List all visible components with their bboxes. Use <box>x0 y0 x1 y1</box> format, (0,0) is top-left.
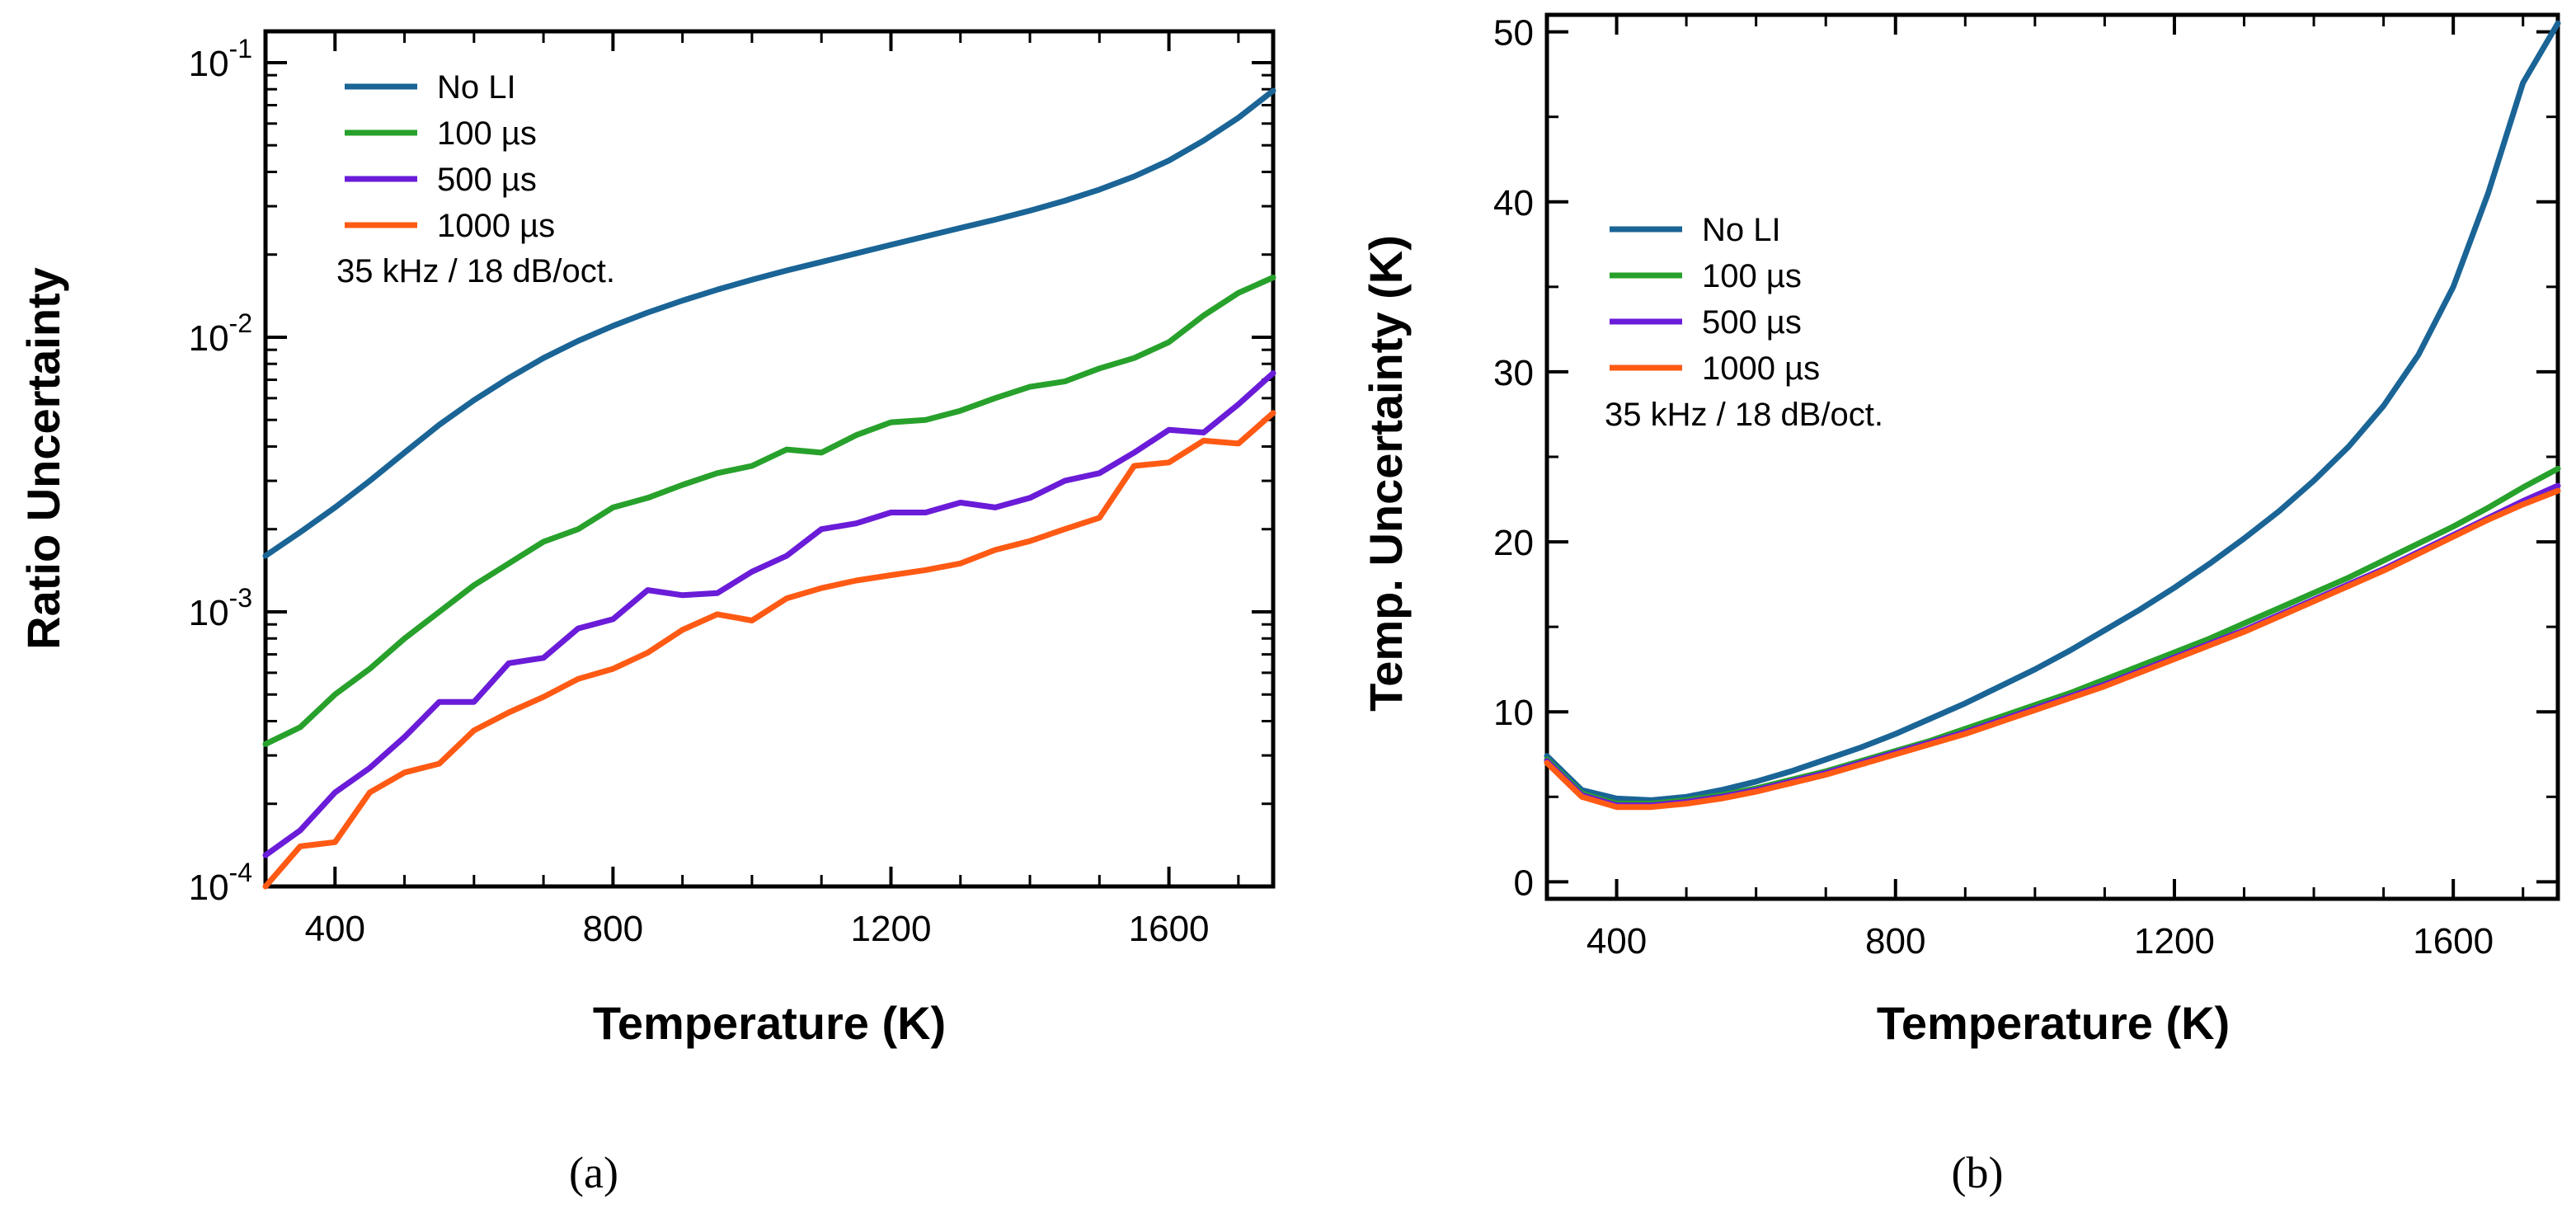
annotation-a: 35 kHz / 18 dB/oct. <box>336 253 615 289</box>
ticks-a: 400 800 1200 1600 10-4 10-3 10-2 10-1 <box>189 31 1273 949</box>
series-line-us100 <box>1544 465 2561 807</box>
legend-label-us1000: 1000 µs <box>437 208 555 244</box>
legend-label-no_li: No LI <box>437 69 516 106</box>
y-tick-label: 10-4 <box>189 858 252 908</box>
y-tick-label: 10-3 <box>189 583 252 633</box>
x-tick-label: 1200 <box>2134 921 2215 961</box>
legend-label-no_li: No LI <box>1702 212 1781 248</box>
legend-label-us100: 100 µs <box>437 115 537 152</box>
series-b <box>1544 20 2561 811</box>
plot-area-a <box>263 29 1276 889</box>
y-tick-label: 0 <box>1514 863 1534 903</box>
series-line-us1000 <box>262 410 1276 890</box>
y-tick-label: 10-1 <box>189 34 252 84</box>
annotation-b: 35 kHz / 18 dB/oct. <box>1605 397 1883 433</box>
x-tick-label: 1600 <box>2413 921 2494 961</box>
legend-label-us1000: 1000 µs <box>1702 350 1820 387</box>
series-line-us500 <box>262 370 1276 858</box>
series-line-no_li <box>1544 20 2561 803</box>
legend-label-us500: 500 µs <box>437 162 537 198</box>
legend-label-us100: 100 µs <box>1702 258 1802 294</box>
y-tick-label: 10 <box>1493 693 1534 733</box>
x-tick-label: 1600 <box>1129 909 1210 949</box>
plot-area-b <box>1544 12 2560 901</box>
y-axis-title-b: Temp. Uncertainty (K) <box>1360 235 1412 712</box>
series-line-us100 <box>262 275 1276 747</box>
legend-label-us500: 500 µs <box>1702 304 1802 341</box>
y-tick-label: 50 <box>1493 13 1534 54</box>
x-tick-label: 1200 <box>851 909 932 949</box>
y-tick-label: 40 <box>1493 183 1534 223</box>
panel-b: 400 800 1200 1600 0 10 20 30 40 50 No LI 100 µs 500… <box>1360 12 2561 1197</box>
y-tick-label: 20 <box>1493 523 1534 563</box>
x-tick-label: 800 <box>1865 921 1925 961</box>
y-tick-label: 10-2 <box>189 308 252 359</box>
series-line-no_li <box>262 87 1276 559</box>
ticks-b: 400 800 1200 1600 0 10 20 30 40 50 <box>1493 13 2558 961</box>
x-tick-label: 800 <box>583 909 643 949</box>
series-line-us500 <box>1544 482 2561 809</box>
x-axis-title-a: Temperature (K) <box>593 997 946 1049</box>
series-line-us1000 <box>1544 487 2561 811</box>
x-tick-label: 400 <box>1586 921 1647 961</box>
legend-b: No LI 100 µs 500 µs 1000 µs <box>1610 212 1820 387</box>
x-tick-label: 400 <box>305 909 365 949</box>
series-a <box>262 87 1276 890</box>
y-axis-title-a: Ratio Uncertainty <box>17 267 69 650</box>
panel-label-a: (a) <box>569 1148 618 1197</box>
x-axis-title-b: Temperature (K) <box>1877 997 2230 1049</box>
panel-label-b: (b) <box>1952 1148 2004 1197</box>
legend-a: No LI 100 µs 500 µs 1000 µs <box>345 69 555 244</box>
panel-a: 400 800 1200 1600 10-4 10-3 10-2 10-1 No LI 100 … <box>17 29 1276 1197</box>
y-tick-label: 30 <box>1493 353 1534 393</box>
